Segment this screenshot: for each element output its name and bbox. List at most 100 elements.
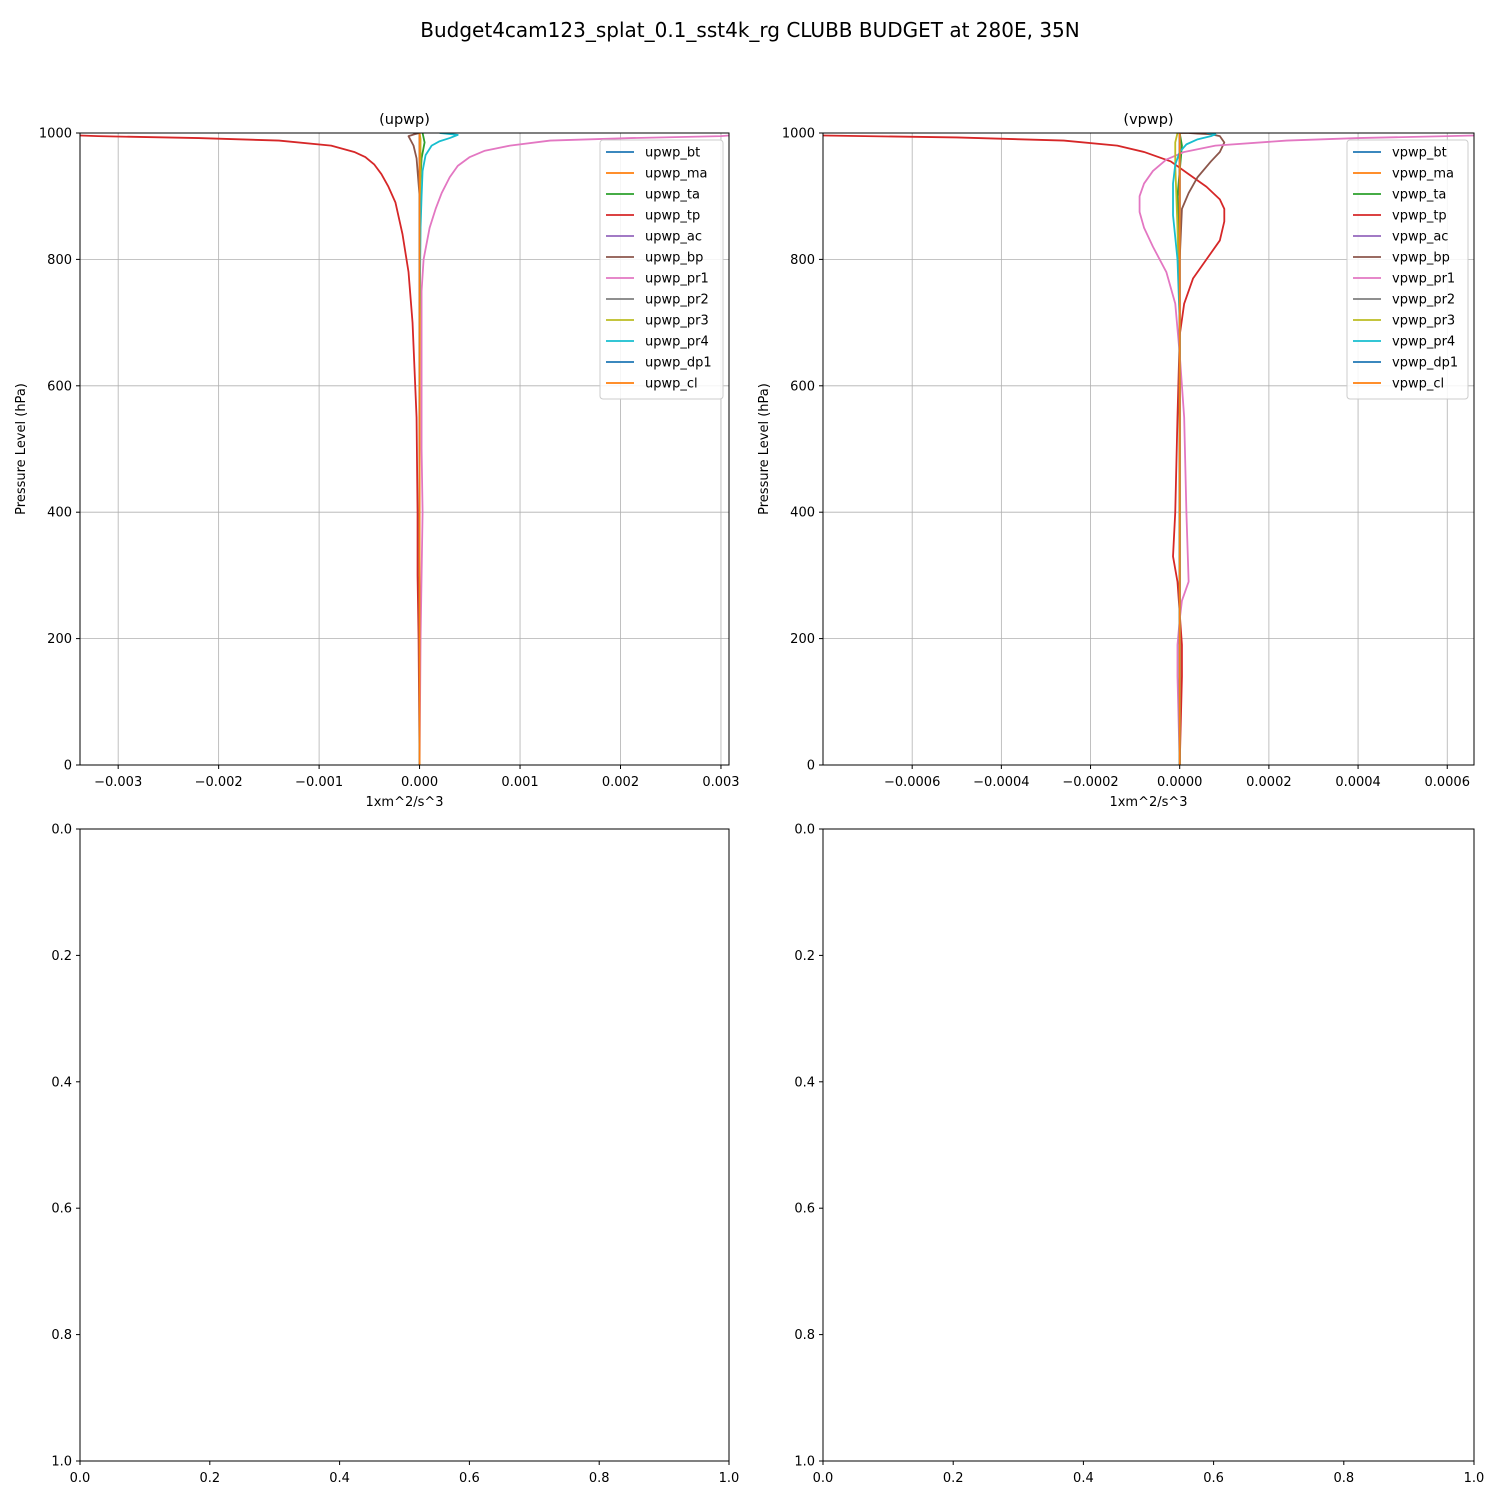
- y-tick-label: 600: [47, 379, 72, 394]
- x-tick-label: 0.4: [1073, 1471, 1094, 1486]
- y-tick-label: 400: [790, 506, 815, 521]
- x-tick-label: −0.0002: [1062, 775, 1118, 790]
- x-tick-label: −0.003: [94, 775, 142, 790]
- series-group: [823, 133, 1474, 765]
- legend-entry: vpwp_ta: [1392, 188, 1446, 203]
- y-tick-label: 1000: [782, 127, 815, 142]
- legend-box: [599, 139, 724, 400]
- y-tick-label: 1.0: [51, 1455, 72, 1470]
- axes-frame: [79, 828, 730, 1462]
- legend-entry: vpwp_pr3: [1392, 314, 1455, 329]
- legend: vpwp_bt vpwp_ma vpwp_ta vpwp_tp vpwp_ac vpwp_…: [1346, 139, 1469, 400]
- x-tick-label: 1.0: [719, 1471, 740, 1486]
- series-line-vpwp_tp: [823, 134, 1226, 765]
- legend-entry: upwp_bt: [645, 146, 700, 161]
- panel-title: (vpwp): [1123, 112, 1173, 128]
- legend-entry: vpwp_ac: [1392, 230, 1448, 245]
- legend-entry: upwp_tp: [645, 209, 700, 224]
- series-line-upwp_pr4: [418, 133, 459, 765]
- legend-entry: upwp_dp1: [645, 356, 712, 371]
- series-line-upwp_tp: [80, 134, 421, 765]
- y-tick-label: 0: [64, 759, 72, 774]
- legend-entry: upwp_pr2: [645, 293, 709, 308]
- x-axis-label: 1xm^2/s^3: [365, 795, 443, 810]
- legend-box: [1346, 139, 1469, 400]
- x-tick-label: 1.0: [1464, 1471, 1485, 1486]
- series-line-upwp_pr1: [418, 134, 729, 765]
- x-tick-label: 0.0000: [1157, 775, 1203, 790]
- y-tick-label: 0.8: [51, 1328, 72, 1343]
- y-tick-label: 400: [47, 506, 72, 521]
- y-tick-label: 0.4: [794, 1075, 815, 1090]
- x-tick-label: 0.000: [401, 775, 438, 790]
- legend-entry: upwp_ta: [645, 188, 700, 203]
- x-tick-label: 0.0: [70, 1471, 91, 1486]
- x-tick-label: 0.001: [501, 775, 538, 790]
- y-tick-label: 0.0: [794, 823, 815, 838]
- y-tick-label: 0: [807, 759, 815, 774]
- legend-entry: vpwp_dp1: [1392, 356, 1458, 371]
- series-line-upwp_bp: [407, 133, 421, 765]
- x-tick-label: 0.6: [459, 1471, 480, 1486]
- y-tick-label: 1.0: [794, 1455, 815, 1470]
- x-tick-label: 0.002: [602, 775, 639, 790]
- x-axis-label: 1xm^2/s^3: [1109, 795, 1187, 810]
- axes-frame: [79, 132, 730, 766]
- y-tick-label: 1000: [39, 127, 72, 142]
- series-group: [80, 133, 729, 765]
- x-tick-label: 0.0004: [1335, 775, 1381, 790]
- legend-entry: vpwp_cl: [1392, 377, 1444, 392]
- x-tick-label: −0.0004: [973, 775, 1029, 790]
- legend: upwp_bt upwp_ma upwp_ta upwp_tp upwp_ac upwp_…: [599, 139, 724, 400]
- legend-entry: upwp_cl: [645, 377, 698, 392]
- y-axis-label: Pressure Level (hPa): [14, 383, 29, 515]
- legend-entry: upwp_pr1: [645, 272, 709, 287]
- y-tick-label: 0.4: [51, 1075, 72, 1090]
- legend-entry: vpwp_pr4: [1392, 335, 1455, 350]
- x-tick-label: −0.001: [295, 775, 343, 790]
- y-tick-label: 0.6: [51, 1202, 72, 1217]
- legend-entry: vpwp_ma: [1392, 167, 1454, 182]
- y-tick-label: 800: [790, 253, 815, 268]
- x-tick-label: 0.003: [702, 775, 739, 790]
- y-tick-label: 200: [790, 632, 815, 647]
- series-line-vpwp_pr4: [1172, 133, 1217, 765]
- panel-title: (upwp): [379, 112, 430, 128]
- x-tick-label: −0.002: [195, 775, 243, 790]
- x-tick-label: 0.2: [943, 1471, 964, 1486]
- x-tick-label: 0.2: [199, 1471, 220, 1486]
- legend-entry: upwp_ma: [645, 167, 708, 182]
- legend-entry: upwp_pr3: [645, 314, 709, 329]
- y-tick-label: 0.6: [794, 1202, 815, 1217]
- legend-entry: vpwp_pr1: [1392, 272, 1455, 287]
- y-tick-label: 0.2: [51, 949, 72, 964]
- axes-frame: [822, 828, 1475, 1462]
- legend-entry: vpwp_pr2: [1392, 293, 1455, 308]
- legend-entry: upwp_ac: [645, 230, 702, 245]
- axes-frame: [822, 132, 1475, 766]
- legend-entry: upwp_bp: [645, 251, 703, 266]
- x-tick-label: 0.0: [813, 1471, 834, 1486]
- x-tick-label: 0.4: [329, 1471, 350, 1486]
- y-tick-label: 600: [790, 379, 815, 394]
- x-tick-label: 0.8: [589, 1471, 610, 1486]
- x-tick-label: 0.0006: [1424, 775, 1470, 790]
- series-line-vpwp_pr1: [1138, 134, 1474, 765]
- x-tick-label: 0.8: [1333, 1471, 1354, 1486]
- y-tick-label: 200: [47, 632, 72, 647]
- legend-entry: vpwp_bt: [1392, 146, 1447, 161]
- series-line-vpwp_bp: [1178, 133, 1226, 765]
- panel-3: 0.0 0.2 0.4 0.6 0.8 1.00.00.20.40.60.81.0: [51, 823, 739, 1487]
- figure-title: Budget4cam123_splat_0.1_sst4k_rg CLUBB B…: [420, 18, 1079, 42]
- y-tick-label: 0.0: [51, 823, 72, 838]
- legend-entry: vpwp_tp: [1392, 209, 1447, 224]
- x-tick-label: 0.6: [1203, 1471, 1224, 1486]
- x-tick-label: 0.0002: [1246, 775, 1292, 790]
- y-tick-label: 800: [47, 253, 72, 268]
- y-tick-label: 0.8: [794, 1328, 815, 1343]
- panel-2: −0.0006 −0.0004 −0.0002 0.0000 0.0002 0.0004 0…: [757, 112, 1475, 810]
- x-tick-label: −0.0006: [884, 775, 940, 790]
- y-axis-label: Pressure Level (hPa): [757, 383, 772, 515]
- y-tick-label: 0.2: [794, 949, 815, 964]
